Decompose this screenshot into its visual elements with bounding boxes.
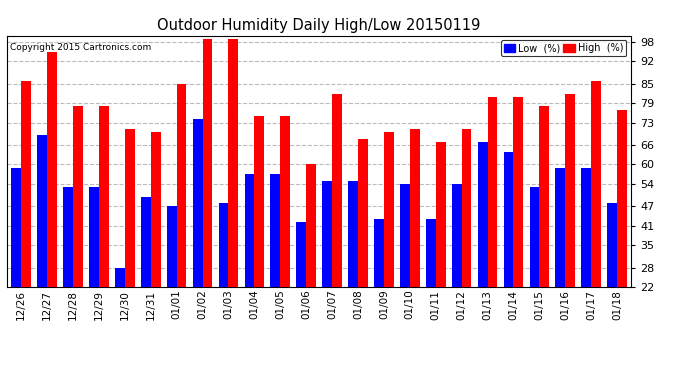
Bar	[582, 168, 591, 358]
Bar	[565, 94, 575, 358]
Bar	[410, 129, 420, 358]
Bar	[141, 196, 150, 358]
Bar	[504, 152, 513, 358]
Bar	[555, 168, 565, 358]
Bar	[306, 165, 316, 358]
Bar	[270, 174, 280, 358]
Bar	[400, 184, 410, 358]
Bar	[193, 119, 203, 358]
Bar	[384, 132, 394, 358]
Bar	[177, 84, 186, 358]
Bar	[115, 267, 125, 358]
Bar	[513, 97, 523, 358]
Bar	[228, 39, 238, 358]
Bar	[435, 142, 446, 358]
Bar	[529, 187, 540, 358]
Bar	[125, 129, 135, 358]
Bar	[150, 132, 161, 358]
Bar	[591, 81, 601, 358]
Bar	[452, 184, 462, 358]
Bar	[219, 203, 228, 358]
Bar	[296, 222, 306, 358]
Bar	[73, 106, 83, 358]
Bar	[607, 203, 617, 358]
Bar	[332, 94, 342, 358]
Bar	[37, 135, 47, 358]
Bar	[47, 52, 57, 358]
Bar	[358, 139, 368, 358]
Bar	[203, 39, 213, 358]
Bar	[89, 187, 99, 358]
Text: Copyright 2015 Cartronics.com: Copyright 2015 Cartronics.com	[10, 43, 151, 52]
Bar	[99, 106, 109, 358]
Bar	[244, 174, 255, 358]
Bar	[374, 219, 384, 358]
Title: Outdoor Humidity Daily High/Low 20150119: Outdoor Humidity Daily High/Low 20150119	[157, 18, 481, 33]
Bar	[617, 110, 627, 358]
Bar	[426, 219, 435, 358]
Bar	[462, 129, 471, 358]
Bar	[11, 168, 21, 358]
Bar	[322, 181, 332, 358]
Bar	[21, 81, 31, 358]
Bar	[348, 181, 358, 358]
Bar	[255, 116, 264, 358]
Bar	[63, 187, 73, 358]
Bar	[280, 116, 290, 358]
Bar	[477, 142, 488, 358]
Bar	[488, 97, 497, 358]
Legend: Low  (%), High  (%): Low (%), High (%)	[501, 40, 627, 56]
Bar	[167, 206, 177, 358]
Bar	[540, 106, 549, 358]
